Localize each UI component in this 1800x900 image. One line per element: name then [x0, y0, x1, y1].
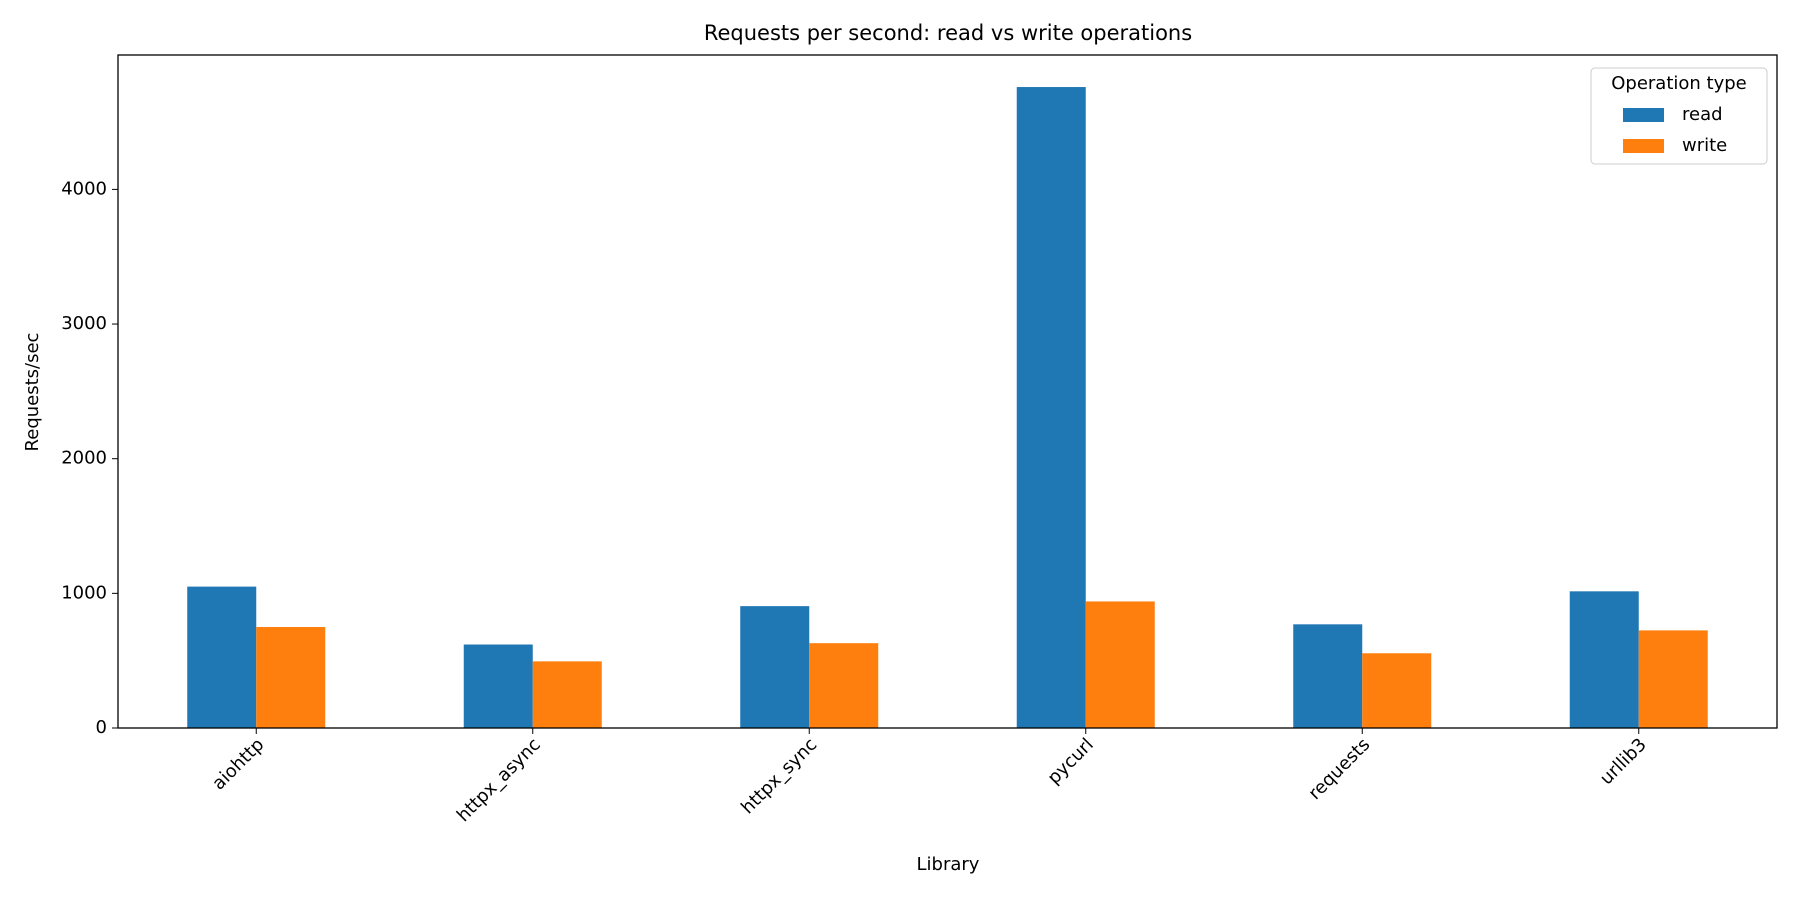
bar	[256, 627, 326, 728]
legend: Operation type read write	[1590, 67, 1768, 165]
bar	[187, 586, 257, 728]
y-tick-label: 0	[96, 717, 107, 738]
bar	[809, 643, 879, 728]
bar	[532, 661, 602, 728]
x-tick-label: httpx_sync	[737, 734, 821, 818]
legend-title: Operation type	[1611, 73, 1747, 94]
legend-swatch	[1623, 108, 1664, 122]
legend-swatch	[1623, 139, 1664, 153]
legend-label: read	[1682, 104, 1723, 125]
y-tick-label: 3000	[61, 313, 107, 334]
bar	[1569, 591, 1639, 728]
x-tick-label: requests	[1304, 734, 1374, 804]
plot-frame	[117, 54, 1778, 729]
bar	[1638, 630, 1708, 728]
x-axis-label: Library	[917, 854, 980, 875]
y-tick-label: 4000	[61, 178, 107, 199]
bar	[463, 644, 533, 728]
bar	[1016, 87, 1086, 729]
legend-label: write	[1682, 135, 1727, 156]
x-tick-label: httpx_async	[453, 734, 545, 826]
bar	[1362, 653, 1432, 728]
x-tick-label: urllib3	[1596, 734, 1651, 789]
x-tick-label: aiohttp	[208, 734, 268, 794]
bar	[1085, 601, 1155, 728]
y-tick-label: 1000	[61, 582, 107, 603]
x-tick-label: pycurl	[1044, 734, 1098, 788]
y-tick-label: 2000	[61, 448, 107, 469]
chart-title: Requests per second: read vs write opera…	[704, 21, 1192, 45]
bar	[1293, 624, 1363, 728]
bar	[740, 606, 810, 728]
y-axis-label: Requests/sec	[22, 333, 43, 452]
